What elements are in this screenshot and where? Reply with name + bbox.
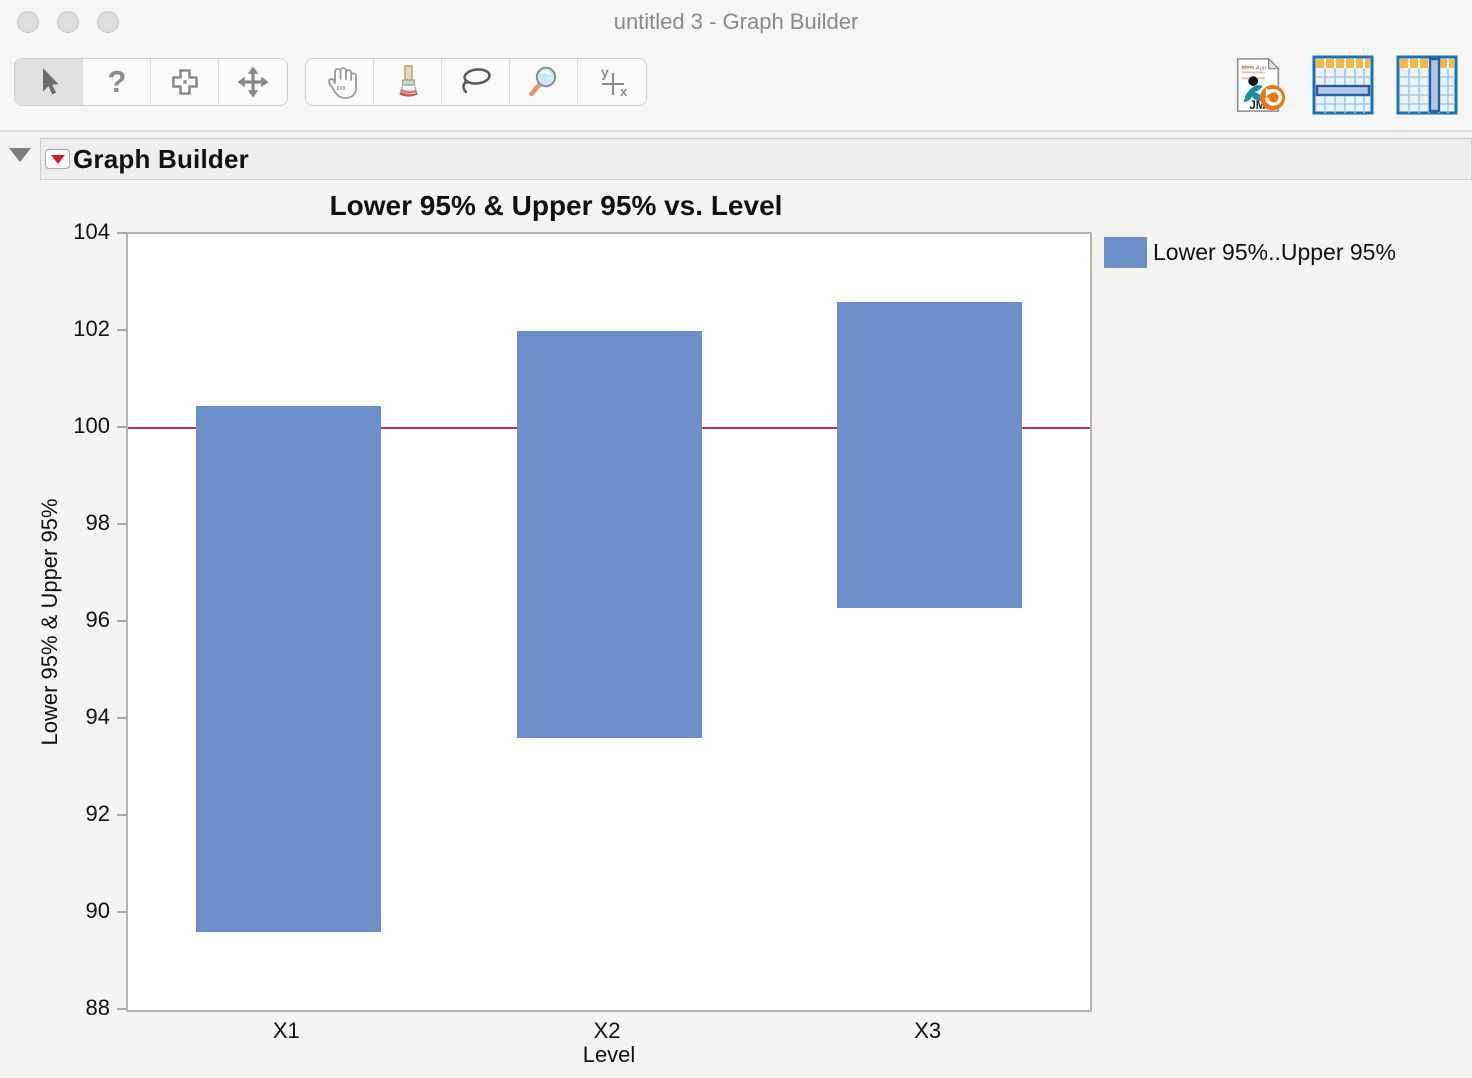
select-columns-button[interactable] (1396, 55, 1458, 115)
legend-swatch (1104, 237, 1147, 268)
toolbar-right: Mem Agri JMP (1228, 53, 1458, 117)
chart-area: Lower 95% & Upper 95% vs. Level Lower 95… (0, 180, 1472, 1078)
outline-header: Graph Builder (40, 138, 1472, 180)
y-tick-mark (117, 814, 126, 816)
y-tick-mark (117, 717, 126, 719)
axis-crosshair-icon: y x (601, 64, 628, 99)
grabber-tool-button[interactable] (306, 59, 374, 105)
magnifier-tool-button[interactable] (510, 59, 578, 105)
y-tick-label: 104 (73, 219, 110, 244)
red-triangle-menu-button[interactable] (45, 149, 70, 169)
x-category-label-X3: X3 (914, 1018, 942, 1043)
svg-text:y: y (601, 64, 609, 80)
chart-title: Lower 95% & Upper 95% vs. Level (329, 190, 783, 221)
y-tick-mark (117, 911, 126, 913)
y-tick-label: 92 (85, 801, 110, 826)
legend[interactable]: Lower 95%..Upper 95% (1104, 237, 1396, 268)
arrow-tool-button[interactable] (15, 59, 83, 105)
window-title: untitled 3 - Graph Builder (613, 9, 859, 34)
brush-icon (398, 65, 418, 97)
move-arrows-icon (237, 66, 269, 98)
red-triangle-icon (50, 154, 65, 164)
tool-group-interaction: y x (305, 58, 647, 106)
minimize-button[interactable] (57, 11, 79, 33)
selection-tool-button[interactable] (151, 59, 219, 105)
outline-title: Graph Builder (73, 143, 249, 174)
y-tick-mark (117, 523, 126, 525)
jmp-file-revert-icon: Mem Agri JMP (1236, 57, 1286, 112)
titlebar: untitled 3 - Graph Builder (0, 0, 1472, 45)
arrow-cursor-icon (42, 68, 58, 95)
y-tick-mark (117, 232, 126, 234)
y-tick-label: 96 (85, 607, 110, 632)
table-column-select-icon (1396, 55, 1458, 115)
y-tick-mark (117, 329, 126, 331)
legend-label: Lower 95%..Upper 95% (1153, 239, 1396, 265)
y-tick-label: 102 (73, 316, 110, 341)
axis-tool-button[interactable]: y x (578, 59, 646, 105)
zoom-button[interactable] (97, 11, 119, 33)
brush-tool-button[interactable] (374, 59, 442, 105)
report-content: Graph Builder Lower 95% & Upper 95% vs. … (0, 132, 1472, 1078)
jmp-data-table-button[interactable]: Mem Agri JMP (1228, 55, 1290, 115)
x-category-label-X2: X2 (593, 1018, 621, 1043)
x-axis-title[interactable]: Level (582, 1042, 636, 1067)
table-row-select-icon (1312, 55, 1374, 115)
close-button[interactable] (17, 11, 39, 33)
y-tick-mark (117, 426, 126, 428)
hand-grabber-icon (327, 67, 357, 99)
select-rows-button[interactable] (1312, 55, 1374, 115)
help-tool-button[interactable]: ? (83, 59, 151, 105)
lasso-icon (461, 68, 491, 94)
y-tick-mark (117, 620, 126, 622)
disclosure-triangle[interactable] (9, 148, 31, 162)
y-tick-label: 100 (73, 413, 110, 438)
y-tick-mark (117, 1008, 126, 1010)
move-tool-button[interactable] (219, 59, 287, 105)
crosshair-plus-icon (171, 69, 198, 95)
question-mark-icon: ? (107, 64, 126, 99)
y-tick-label: 98 (85, 510, 110, 535)
tool-group-cursor: ? (14, 58, 288, 106)
x-category-label-X1: X1 (272, 1018, 300, 1043)
lasso-tool-button[interactable] (442, 59, 510, 105)
magnifier-icon (528, 66, 556, 97)
y-tick-label: 90 (85, 898, 110, 923)
svg-text:x: x (620, 84, 628, 99)
range-bar-X3[interactable] (837, 302, 1022, 608)
toolbar: ? (0, 45, 1472, 132)
y-tick-label: 88 (85, 995, 110, 1020)
plot-region[interactable] (126, 232, 1092, 1012)
svg-text:?: ? (107, 64, 126, 99)
range-bar-X2[interactable] (517, 331, 702, 738)
y-tick-label: 94 (85, 704, 110, 729)
range-bar-X1[interactable] (196, 406, 381, 932)
svg-text:Mem Agri: Mem Agri (1242, 66, 1266, 72)
